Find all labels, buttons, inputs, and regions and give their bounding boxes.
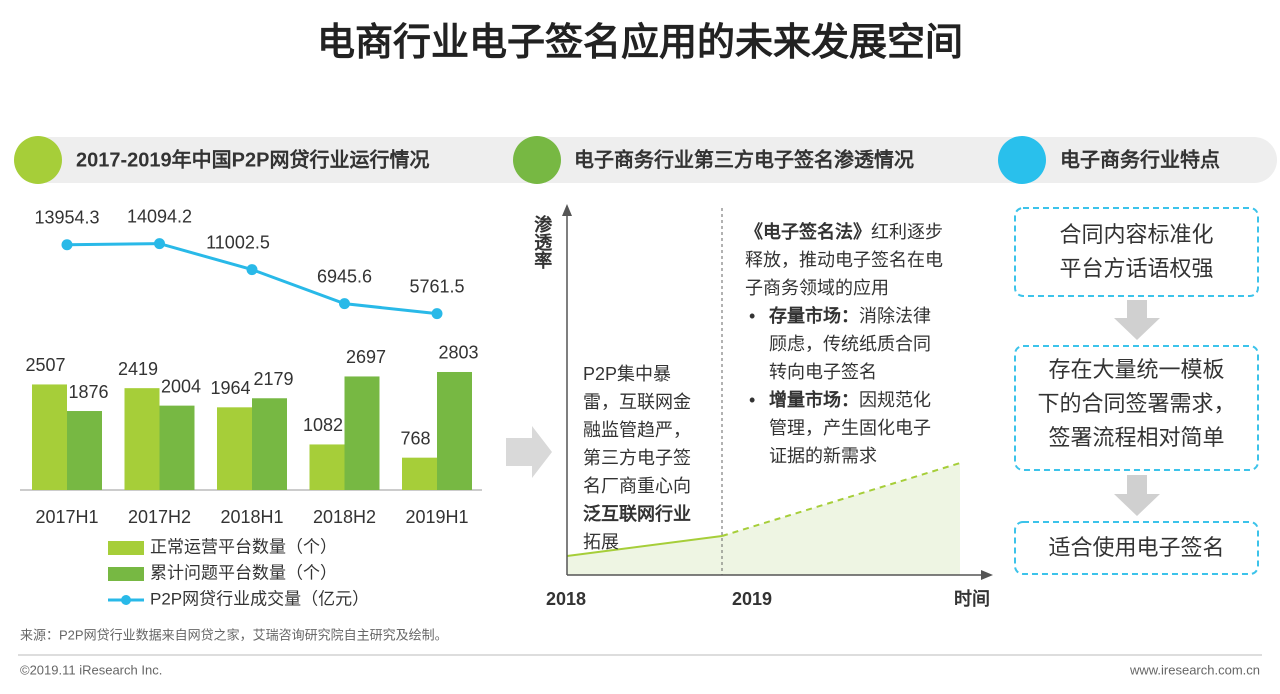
- feature-line: 平台方话语权强: [1059, 256, 1214, 281]
- data-label: 14094.2: [127, 206, 192, 226]
- flow-arrow: [1114, 475, 1160, 516]
- data-label: 2507: [25, 355, 65, 375]
- website: www.iresearch.com.cn: [1129, 662, 1260, 677]
- trend-line: [566, 535, 723, 557]
- x-tick-label: 2018: [546, 589, 586, 609]
- legend-label: 累计问题平台数量（个）: [150, 563, 337, 582]
- penetration-note: P2P集中暴雷，互联网金融监管趋严，第三方电子签名厂商重心向泛互联网行业拓展: [583, 360, 707, 556]
- data-label: 2697: [346, 347, 386, 367]
- feature-text: 存在大量统一模板 下的合同签署需求， 签署流程相对简单: [1015, 353, 1258, 455]
- data-label: 2419: [118, 359, 158, 379]
- bar: [402, 457, 437, 490]
- data-label: 1876: [68, 382, 108, 402]
- page-title: 电商行业电子签名应用的未来发展空间: [317, 22, 963, 64]
- y-axis-label: 渗透率: [532, 214, 552, 270]
- data-label: 2004: [161, 376, 201, 396]
- line-marker: [339, 298, 350, 310]
- arrow: [506, 426, 552, 478]
- axis-arrow: [562, 204, 572, 216]
- bar: [124, 388, 160, 490]
- feature-line: 合同内容标准化: [1059, 222, 1214, 247]
- bar: [159, 405, 195, 490]
- legend-swatch: [108, 567, 144, 581]
- x-tick-label: 2018H2: [313, 507, 376, 527]
- area: [567, 463, 960, 575]
- data-label: 2179: [253, 369, 293, 389]
- bullet: 存量市场：消除法律顾虑，传统纸质合同转向电子签名: [745, 302, 947, 386]
- x-tick-label: 2019: [732, 589, 772, 609]
- section-dot: [998, 136, 1046, 184]
- feature-box: [1014, 521, 1259, 575]
- data-label: 1082: [303, 415, 343, 435]
- bar: [309, 444, 345, 490]
- intro: 《电子签名法》红利逐步释放，推动电子签名在电子商务领域的应用: [745, 218, 947, 302]
- bar: [437, 371, 472, 490]
- section-dot: [513, 136, 561, 184]
- text: 红利逐步释放，推动电子签名在电子商务领域的应用: [745, 222, 943, 298]
- feature-box: [1014, 345, 1259, 471]
- bar: [32, 384, 67, 490]
- feature-line: 存在大量统一模板: [1048, 357, 1225, 382]
- emphasis: 泛互联网行业: [583, 504, 691, 524]
- bullet-text: 消除法律顾虑，传统纸质合同转向电子签名: [769, 306, 931, 382]
- data-label: 11002.5: [206, 232, 270, 252]
- bullet-label: 增量市场：: [769, 390, 859, 410]
- x-tick-label: 2018H1: [220, 507, 283, 527]
- legend-swatch: [121, 595, 131, 605]
- section-bar: [15, 137, 1277, 183]
- x-tick-label: 2017H2: [128, 507, 191, 527]
- data-label: 5761.5: [409, 276, 464, 296]
- bar: [252, 398, 287, 490]
- text: 拓展: [583, 532, 619, 552]
- section-title: 2017-2019年中国P2P网贷行业运行情况: [76, 147, 429, 171]
- flow-arrow: [1114, 300, 1160, 340]
- data-label: 2803: [438, 343, 478, 363]
- bullet-label: 存量市场：: [769, 306, 859, 326]
- data-label: 768: [400, 428, 430, 448]
- legend-label: P2P网贷行业成交量（亿元）: [150, 589, 369, 608]
- penetration-notes: 《电子签名法》红利逐步释放，推动电子签名在电子商务领域的应用 存量市场：消除法律…: [745, 218, 947, 470]
- feature-line: 签署流程相对简单: [1048, 425, 1225, 450]
- line: [66, 242, 438, 316]
- line-marker: [431, 308, 443, 320]
- x-tick-label: 2017H1: [35, 507, 98, 527]
- axis-arrow: [981, 570, 993, 580]
- section-title: 电子商务行业第三方电子签名渗透情况: [574, 147, 914, 171]
- bullet: 增量市场：因规范化管理，产生固化电子证据的新需求: [745, 386, 947, 470]
- feature-text: 适合使用电子签名: [1015, 531, 1258, 565]
- data-label: 1964: [210, 378, 250, 398]
- line-marker: [61, 239, 73, 251]
- feature-line: 适合使用电子签名: [1048, 535, 1225, 560]
- x-axis-label: 时间: [954, 589, 990, 609]
- bar: [67, 411, 102, 490]
- line-marker: [154, 238, 165, 250]
- trend-dashed: [721, 462, 961, 537]
- feature-box: [1014, 207, 1259, 297]
- x-tick-label: 2019H1: [405, 507, 468, 527]
- data-label: 13954.3: [34, 208, 99, 228]
- bullet-text: 因规范化管理，产生固化电子证据的新需求: [769, 390, 931, 466]
- feature-line: 下的合同签署需求，: [1037, 391, 1236, 416]
- text: P2P集中暴雷，互联网金融监管趋严，第三方电子签名厂商重心向: [583, 364, 691, 496]
- section-dot: [14, 136, 62, 184]
- section-title: 电子商务行业特点: [1060, 147, 1220, 171]
- legend-swatch: [108, 541, 144, 555]
- emphasis: 《电子签名法》: [745, 222, 871, 242]
- line-marker: [246, 264, 258, 276]
- feature-text: 合同内容标准化 平台方话语权强: [1015, 218, 1258, 286]
- bar: [344, 376, 380, 490]
- source-note: 来源：P2P网贷行业数据来自网贷之家，艾瑞咨询研究院自主研究及绘制。: [20, 627, 448, 642]
- legend-label: 正常运营平台数量（个）: [150, 537, 337, 556]
- data-label: 6945.6: [317, 266, 372, 286]
- bar: [217, 407, 252, 490]
- copyright: ©2019.11 iResearch Inc.: [20, 662, 162, 677]
